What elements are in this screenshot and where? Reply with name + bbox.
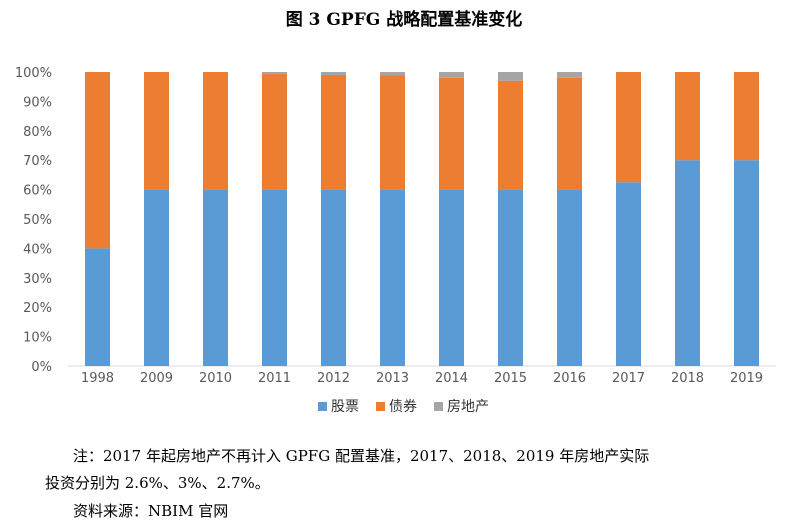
y-tick-label: 20% [23, 301, 52, 316]
bar-segment [85, 72, 110, 249]
y-tick-label: 40% [23, 242, 52, 257]
bar-segment [203, 189, 228, 366]
bar-segment [380, 72, 405, 76]
bar-segment [557, 77, 582, 190]
bar-segment [498, 189, 523, 366]
bar-segment [380, 189, 405, 366]
bar-segment [262, 72, 287, 75]
y-tick-label: 60% [23, 184, 52, 199]
bar-segment [616, 72, 641, 183]
bar-segment [498, 72, 523, 81]
y-tick-label: 100% [15, 66, 52, 81]
bar-segment [616, 182, 641, 366]
x-tick-label: 2010 [199, 371, 232, 386]
legend-swatch [434, 402, 443, 411]
x-tick-label: 2009 [140, 371, 173, 386]
bar-segment [675, 72, 700, 161]
bar-segment [734, 160, 759, 366]
stacked-bar-chart: 0% 10% 20% 30% 40% 50% 60% 70% 80% 90% 100% 1998 200… [15, 66, 776, 415]
bar-segment [734, 72, 759, 161]
y-tick-label: 70% [23, 154, 52, 169]
bar-segment [675, 160, 700, 366]
bar-segment [203, 72, 228, 190]
bar-segment [85, 248, 110, 366]
note-line-2: 投资分别为 2.6%、3%、2.7%。 [45, 474, 270, 492]
x-tick-label: 2017 [612, 371, 645, 386]
x-tick-label: 2015 [494, 371, 527, 386]
x-tick-label: 2012 [317, 371, 350, 386]
y-tick-label: 50% [23, 213, 52, 228]
x-tick-label: 2018 [671, 371, 704, 386]
bar-segment [439, 72, 464, 78]
bar-segment [262, 189, 287, 366]
y-tick-label: 90% [23, 95, 52, 110]
x-tick-label: 1998 [81, 371, 114, 386]
bar-segment [144, 189, 169, 366]
bar-segment [557, 189, 582, 366]
x-tick-label: 2011 [258, 371, 291, 386]
bar-segment [439, 189, 464, 366]
bar-segment [321, 74, 346, 190]
chart-title: 图 3 GPFG 战略配置基准变化 [285, 10, 523, 30]
y-tick-label: 30% [23, 272, 52, 287]
bar-segment [439, 77, 464, 190]
source-line: 资料来源：NBIM 官网 [73, 502, 229, 520]
legend-label: 股票 [331, 399, 359, 415]
bar-segment [498, 80, 523, 190]
y-tick-label: 0% [31, 360, 52, 375]
x-tick-label: 2016 [553, 371, 586, 386]
bar-segment [380, 75, 405, 190]
bar-segment [262, 74, 287, 190]
bar-segment [557, 72, 582, 78]
x-tick-label: 2019 [730, 371, 763, 386]
bar-segment [321, 72, 346, 75]
bar-segment [321, 189, 346, 366]
y-tick-label: 10% [23, 331, 52, 346]
note-line-1: 注：2017 年起房地产不再计入 GPFG 配置基准，2017、2018、201… [73, 447, 650, 465]
bar-segment [144, 72, 169, 190]
legend-label: 房地产 [447, 399, 489, 415]
legend-label: 债券 [389, 399, 417, 415]
y-tick-label: 80% [23, 125, 52, 140]
legend-swatch [318, 402, 327, 411]
legend-swatch [376, 402, 385, 411]
x-tick-label: 2014 [435, 371, 468, 386]
x-tick-label: 2013 [376, 371, 409, 386]
